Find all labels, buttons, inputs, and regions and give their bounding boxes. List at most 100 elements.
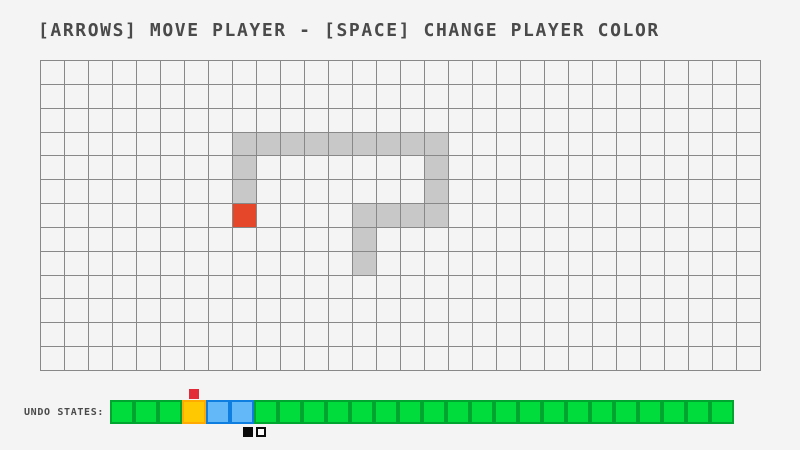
grid-cell [209, 251, 233, 276]
grid-cell [617, 180, 641, 205]
grid-cell [185, 251, 209, 276]
grid-cell [473, 132, 497, 157]
grid-cell [377, 108, 401, 133]
grid-cell [209, 347, 233, 371]
grid-cell [449, 108, 473, 133]
grid-cell [329, 347, 353, 371]
grid-cell [737, 84, 761, 109]
grid-cell [737, 132, 761, 157]
instructions-title: [ARROWS] MOVE PLAYER - [SPACE] CHANGE PL… [38, 20, 660, 41]
grid-cell [353, 156, 377, 181]
grid-cell [713, 299, 737, 324]
grid-cell [617, 323, 641, 348]
grid-cell [353, 347, 377, 371]
trail-cell [353, 251, 377, 276]
grid-cell [473, 299, 497, 324]
grid-cell [545, 323, 569, 348]
grid-cell [161, 227, 185, 252]
grid-cell [665, 84, 689, 109]
grid-cell [377, 227, 401, 252]
grid-cell [329, 323, 353, 348]
grid-cell [473, 180, 497, 205]
undo-state-3-orange [182, 400, 206, 424]
grid-cell [233, 227, 257, 252]
grid-cell [257, 204, 281, 228]
game-grid[interactable] [40, 60, 761, 371]
grid-cell [593, 156, 617, 181]
grid-cell [65, 227, 89, 252]
grid-cell [521, 323, 545, 348]
grid-cell [593, 180, 617, 205]
grid-cell [665, 299, 689, 324]
grid-cell [113, 251, 137, 276]
grid-cell [161, 299, 185, 324]
grid-cell [113, 204, 137, 228]
grid-cell [449, 180, 473, 205]
grid-cell [161, 251, 185, 276]
grid-cell [593, 299, 617, 324]
grid-cell [617, 347, 641, 371]
grid-cell [521, 156, 545, 181]
undo-state-13-green [422, 400, 446, 424]
grid-cell [497, 323, 521, 348]
grid-cell [233, 108, 257, 133]
grid-cell [353, 84, 377, 109]
grid-cell [353, 180, 377, 205]
grid-cell [305, 299, 329, 324]
grid-cell [641, 84, 665, 109]
grid-cell [545, 227, 569, 252]
grid-cell [665, 323, 689, 348]
trail-cell [305, 132, 329, 157]
trail-cell [425, 204, 449, 228]
grid-cell [377, 61, 401, 85]
grid-cell [185, 61, 209, 85]
grid-cell [113, 180, 137, 205]
grid-cell [353, 323, 377, 348]
grid-cell [593, 227, 617, 252]
grid-cell [161, 156, 185, 181]
grid-cell [521, 132, 545, 157]
grid-cell [593, 347, 617, 371]
grid-cell [425, 108, 449, 133]
grid-cell [185, 108, 209, 133]
grid-cell [641, 251, 665, 276]
grid-cell [185, 227, 209, 252]
grid-cell [497, 275, 521, 300]
grid-cell [137, 251, 161, 276]
grid-cell [545, 251, 569, 276]
undo-state-2-green [158, 400, 182, 424]
grid-cell [425, 227, 449, 252]
grid-cell [113, 227, 137, 252]
grid-cell [449, 323, 473, 348]
grid-cell [113, 84, 137, 109]
trail-cell [257, 132, 281, 157]
grid-cell [185, 347, 209, 371]
trail-cell [233, 132, 257, 157]
undo-state-9-green [326, 400, 350, 424]
grid-cell [41, 108, 65, 133]
grid-cell [401, 84, 425, 109]
grid-cell [137, 299, 161, 324]
grid-cell [377, 275, 401, 300]
grid-cell [521, 61, 545, 85]
trail-cell [425, 156, 449, 181]
grid-cell [65, 204, 89, 228]
grid-cell [89, 227, 113, 252]
grid-cell [593, 84, 617, 109]
grid-cell [185, 323, 209, 348]
grid-cell [41, 204, 65, 228]
undo-state-5-blue [230, 400, 254, 424]
grid-cell [281, 156, 305, 181]
grid-cell [689, 275, 713, 300]
grid-cell [689, 347, 713, 371]
grid-cell [281, 323, 305, 348]
grid-cell [449, 275, 473, 300]
grid-cell [377, 299, 401, 324]
grid-cell [281, 204, 305, 228]
grid-cell [689, 84, 713, 109]
trail-cell [353, 204, 377, 228]
grid-cell [473, 204, 497, 228]
grid-cell [497, 347, 521, 371]
undo-state-21-green [614, 400, 638, 424]
